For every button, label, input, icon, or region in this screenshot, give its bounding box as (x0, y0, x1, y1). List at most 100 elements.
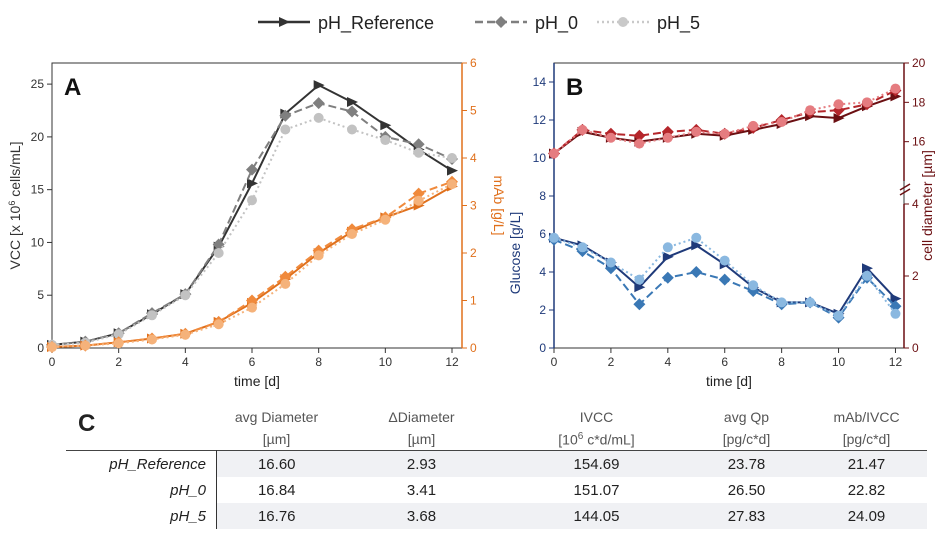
series-line (51, 185, 453, 349)
data-point (312, 97, 325, 110)
data-point (380, 120, 392, 131)
unit-ivcc: [106 c*d/mL] (558, 430, 635, 448)
data-point (605, 257, 616, 268)
x-tick-label: 8 (315, 355, 322, 369)
table-row: pH_0 16.84 3.41 151.07 26.50 22.82 (66, 477, 927, 503)
y-tick-label: 2 (539, 303, 546, 317)
data-point (447, 165, 458, 176)
data-point (634, 274, 645, 285)
data-point (347, 124, 357, 135)
data-point (805, 105, 816, 116)
data-point (691, 232, 702, 243)
data-point (347, 97, 358, 108)
y-tick-label: 15 (31, 183, 45, 197)
data-point (247, 195, 257, 206)
row-label: pH_5 (66, 503, 217, 529)
table-cell: 144.05 (506, 503, 687, 529)
data-point (413, 195, 424, 206)
data-point (147, 334, 157, 345)
series-line (553, 89, 896, 155)
data-point (833, 99, 844, 110)
table-cell: 22.82 (847, 481, 886, 499)
y-tick-label: 10 (31, 235, 45, 249)
x-tick-label: 10 (832, 355, 846, 369)
data-point (279, 270, 292, 283)
data-point (833, 113, 845, 124)
data-point (662, 132, 673, 143)
y2-axis-title: cell diameter [µm] (919, 150, 935, 261)
data-point (47, 342, 57, 353)
data-point (718, 273, 731, 286)
y2-tick-label: 16 (912, 135, 926, 149)
y2-tick-label: 4 (470, 151, 477, 165)
y2-tick-label: 0 (470, 341, 477, 355)
data-point (113, 329, 124, 340)
data-point (247, 302, 257, 313)
data-point (413, 147, 424, 158)
y2-tick-label: 3 (470, 199, 477, 213)
results-table: avg Diameter ΔDiameter IVCC avg Qp mAb/I… (66, 406, 927, 529)
y-axis-title: Glucose [g/L] (507, 212, 523, 295)
y2-tick-label: 18 (912, 95, 926, 109)
data-point (447, 179, 457, 190)
x-tick-label: 12 (445, 355, 459, 369)
data-point (347, 229, 357, 239)
data-point (380, 135, 391, 146)
data-point (890, 308, 901, 319)
data-point (447, 153, 457, 163)
row-label: pH_Reference (66, 450, 217, 477)
table-cell: 21.47 (806, 450, 927, 477)
col-ivcc: IVCC (579, 409, 614, 425)
x-axis-title: time [d] (706, 373, 752, 389)
axis-break-mark (899, 183, 911, 191)
data-point (661, 271, 674, 284)
y2-tick-label: 4 (912, 197, 919, 211)
data-point (280, 278, 291, 289)
data-point (634, 282, 646, 293)
data-point (862, 263, 874, 274)
table-cell: 154.69 (506, 450, 687, 477)
table-cell: 23.78 (686, 450, 807, 477)
col-mab-ivcc: mAb/IVCC (833, 409, 900, 425)
data-point (246, 294, 258, 307)
x-tick-label: 4 (664, 355, 671, 369)
table-cell: 16.60 (216, 450, 337, 477)
data-point (113, 338, 124, 349)
data-point (748, 280, 759, 291)
panel-label-c: C (78, 410, 96, 437)
panel-b-chart: 0 2 4 6 8 10 12 0 2 4 6 8 10 12 14 0 2 4 16 18 20 time [d] Glu… (507, 56, 935, 389)
data-point (862, 270, 873, 281)
data-point (549, 148, 559, 159)
data-point (662, 242, 673, 253)
table-row: pH_5 16.76 3.68 144.05 27.83 24.09 (66, 503, 927, 529)
data-point (495, 16, 507, 28)
y-tick-label: 12 (533, 113, 547, 127)
series-line (51, 180, 453, 349)
axis-break-mark (899, 188, 911, 196)
data-point (549, 232, 559, 243)
table-cell: 16.84 (257, 481, 296, 499)
y-axis-title: VCC [x 106 cells/mL] (7, 142, 23, 270)
y-tick-label: 5 (37, 288, 44, 302)
data-point (313, 250, 324, 261)
data-point (633, 298, 646, 311)
x-tick-label: 6 (721, 355, 728, 369)
y2-tick-label: 2 (912, 269, 919, 283)
table-cell: 26.50 (727, 481, 766, 499)
table-cell: 27.83 (686, 503, 807, 529)
data-point (180, 290, 191, 301)
data-point (279, 17, 290, 27)
data-point (577, 242, 588, 253)
legend-label: pH_5 (657, 13, 700, 34)
y2-tick-label: 2 (470, 246, 477, 260)
x-tick-label: 8 (778, 355, 785, 369)
legend-label: pH_Reference (318, 13, 434, 34)
data-point (346, 105, 358, 118)
y-tick-label: 0 (539, 341, 546, 355)
x-tick-label: 0 (551, 355, 558, 369)
data-point (805, 297, 816, 308)
data-point (833, 310, 844, 321)
y-tick-label: 0 (37, 341, 44, 355)
legend-label: pH_0 (535, 13, 578, 34)
data-point (776, 297, 787, 308)
